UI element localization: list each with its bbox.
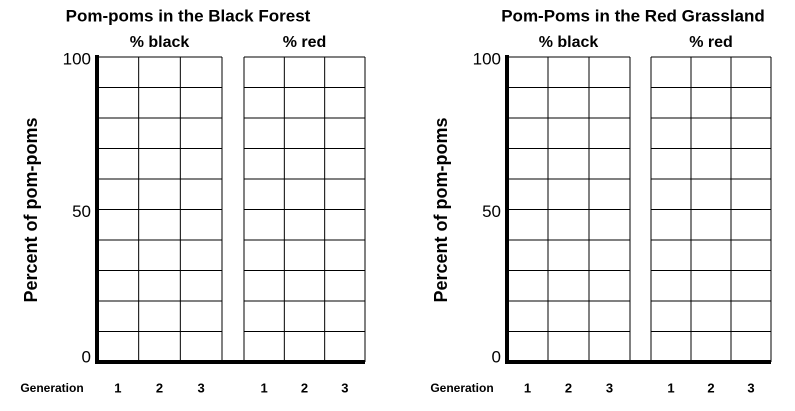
- y-tick-label: 100: [63, 49, 91, 68]
- group-header: % black: [539, 34, 599, 51]
- x-tick-label: 2: [565, 380, 572, 395]
- x-tick-label: 1: [261, 380, 268, 395]
- chart-title: Pom-poms in the Black Forest: [66, 6, 311, 25]
- x-axis-label: Generation: [430, 381, 493, 395]
- y-axis-label: Percent of pom-poms: [21, 117, 41, 302]
- chart-title: Pom-Poms in the Red Grassland: [501, 6, 765, 25]
- x-tick-label: 3: [341, 380, 348, 395]
- x-tick-label: 3: [747, 380, 754, 395]
- y-tick-label: 100: [473, 49, 501, 68]
- y-tick-label: 50: [72, 202, 91, 221]
- x-tick-label: 2: [707, 380, 714, 395]
- group-header: % red: [283, 34, 327, 51]
- x-tick-label: 2: [156, 380, 163, 395]
- y-tick-label: 0: [492, 347, 501, 366]
- y-axis-label: Percent of pom-poms: [431, 117, 451, 302]
- x-axis-label: Generation: [20, 381, 83, 395]
- x-tick-label: 2: [301, 380, 308, 395]
- group-header: % red: [689, 34, 733, 51]
- x-tick-label: 3: [198, 380, 205, 395]
- y-tick-label: 0: [82, 347, 91, 366]
- x-tick-label: 1: [114, 380, 121, 395]
- x-tick-label: 3: [606, 380, 613, 395]
- y-tick-label: 50: [482, 202, 501, 221]
- x-tick-label: 1: [667, 380, 674, 395]
- x-tick-label: 1: [524, 380, 531, 395]
- group-header: % black: [130, 34, 190, 51]
